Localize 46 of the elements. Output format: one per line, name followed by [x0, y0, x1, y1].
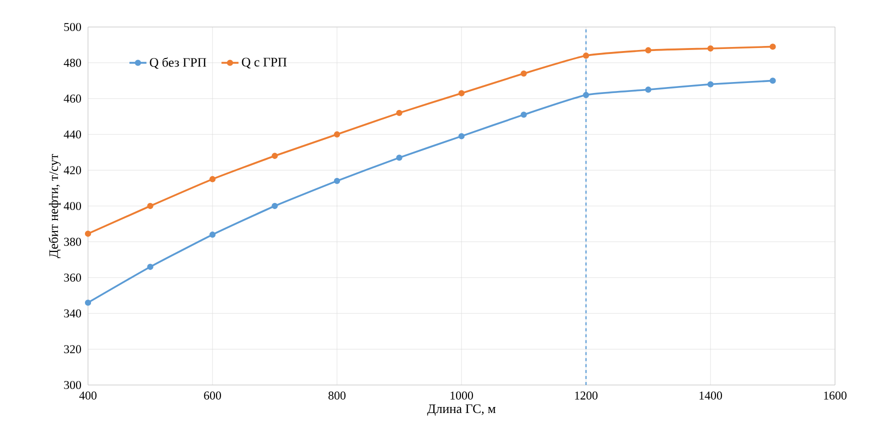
x-tick-label: 1200	[575, 392, 598, 400]
y-tick-label: 320	[64, 345, 82, 354]
y-tick-label: 300	[64, 380, 82, 390]
legend-label: Q с ГРП	[242, 58, 287, 68]
point	[582, 92, 590, 98]
x-tick-label: 800	[328, 392, 346, 400]
point	[209, 176, 216, 182]
point	[84, 300, 92, 306]
y-tick-label: 340	[64, 309, 82, 318]
y-tick-label: 460	[64, 94, 82, 103]
y-tick-label: 380	[64, 238, 82, 246]
x-axis-title: Длина ГС, м	[427, 404, 496, 416]
point	[334, 131, 340, 138]
point	[770, 78, 776, 84]
point	[582, 52, 590, 59]
point	[770, 44, 776, 50]
point	[396, 154, 402, 161]
point	[645, 86, 652, 93]
point	[209, 232, 216, 238]
point	[147, 202, 154, 210]
y-axis-title: Дебит нефти, т/сут	[48, 154, 61, 258]
point	[520, 112, 527, 118]
y-tick-label: 440	[64, 130, 82, 138]
point	[147, 264, 154, 270]
x-tick-label: 600	[204, 392, 222, 400]
point	[707, 81, 714, 88]
point	[458, 90, 465, 96]
point	[334, 178, 340, 184]
legend-label: Q без ГРП	[150, 57, 206, 69]
point	[458, 133, 465, 140]
point	[645, 47, 652, 54]
x-tick-label: 1400	[700, 392, 722, 400]
y-tick-label: 400	[64, 202, 82, 210]
x-tick-label: 1600	[824, 392, 846, 400]
point	[707, 45, 714, 52]
point	[520, 70, 527, 77]
x-tick-label: 400	[79, 392, 97, 400]
y-tick-label: 360	[64, 274, 82, 282]
point	[84, 230, 92, 237]
point	[396, 110, 402, 116]
x-tick-label: 1000	[450, 392, 473, 400]
point	[272, 202, 278, 210]
point	[272, 152, 278, 159]
y-tick-label: 420	[64, 166, 82, 174]
y-tick-label: 500	[64, 22, 82, 32]
y-tick-label: 480	[64, 58, 82, 67]
